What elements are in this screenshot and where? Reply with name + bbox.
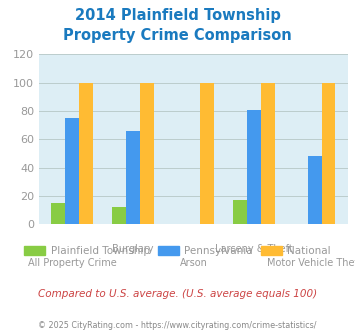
Text: Arson: Arson [180,258,207,268]
Bar [308,156,322,224]
Text: Compared to U.S. average. (U.S. average equals 100): Compared to U.S. average. (U.S. average … [38,289,317,299]
Bar [201,83,214,224]
Bar [65,118,79,224]
Bar [112,208,126,224]
Bar [233,200,247,224]
Text: 2014 Plainfield Township: 2014 Plainfield Township [75,8,280,23]
Bar [51,203,65,224]
Bar [322,83,335,224]
Bar [247,110,261,224]
Text: Burglary: Burglary [112,244,154,254]
Text: Larceny & Theft: Larceny & Theft [215,244,293,254]
Bar [261,83,275,224]
Bar [79,83,93,224]
Bar [126,131,140,224]
Text: All Property Crime: All Property Crime [28,258,117,268]
Text: Motor Vehicle Theft: Motor Vehicle Theft [267,258,355,268]
Text: © 2025 CityRating.com - https://www.cityrating.com/crime-statistics/: © 2025 CityRating.com - https://www.city… [38,321,317,330]
Legend: Plainfield Township, Pennsylvania, National: Plainfield Township, Pennsylvania, Natio… [20,242,335,260]
Bar [140,83,154,224]
Text: Property Crime Comparison: Property Crime Comparison [63,28,292,43]
